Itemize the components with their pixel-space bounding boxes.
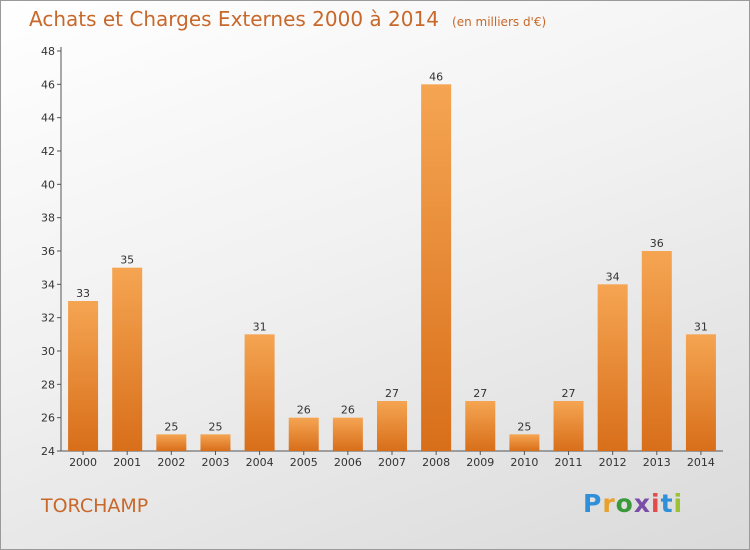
bar-value-label: 27	[385, 387, 399, 400]
bar-value-label: 46	[429, 70, 443, 83]
bar	[288, 417, 319, 451]
x-tick-label: 2004	[246, 456, 274, 469]
bar	[200, 434, 231, 451]
x-tick-label: 2006	[334, 456, 362, 469]
bar-value-label: 26	[297, 404, 311, 417]
bar-value-label: 33	[76, 287, 90, 300]
y-tick-label: 48	[41, 45, 55, 58]
y-tick-label: 30	[41, 345, 55, 358]
bar	[156, 434, 187, 451]
x-tick-label: 2011	[555, 456, 583, 469]
y-tick-label: 46	[41, 78, 55, 91]
y-tick-label: 34	[41, 278, 55, 291]
y-tick-label: 32	[41, 312, 55, 325]
x-tick-label: 2000	[69, 456, 97, 469]
x-tick-label: 2009	[466, 456, 494, 469]
y-tick-label: 44	[41, 112, 55, 125]
bar	[641, 251, 672, 451]
x-tick-label: 2012	[599, 456, 627, 469]
chart-bars: 33 35 25 25 31 26 26 27 46 27 25 27 34 36 31	[68, 70, 716, 451]
bar-value-label: 26	[341, 404, 355, 417]
bar	[553, 401, 584, 451]
bar-value-label: 34	[606, 270, 620, 283]
title-row: Achats et Charges Externes 2000 à 2014 (…	[29, 7, 546, 31]
proxiti-logo[interactable]: Proxiti	[583, 489, 684, 518]
bar-value-label: 31	[694, 320, 708, 333]
bar	[332, 417, 363, 451]
x-tick-label: 2002	[157, 456, 185, 469]
x-tick-label: 2005	[290, 456, 318, 469]
chart-unit: (en milliers d'€)	[452, 15, 547, 29]
y-tick-label: 42	[41, 145, 55, 158]
bar-value-label: 27	[473, 387, 487, 400]
bar	[68, 301, 99, 451]
bar	[685, 334, 716, 451]
bar	[465, 401, 496, 451]
bar-value-label: 25	[517, 420, 531, 433]
bar	[421, 84, 452, 451]
x-tick-label: 2013	[643, 456, 671, 469]
commune-name: TORCHAMP	[41, 495, 149, 517]
bar	[509, 434, 540, 451]
y-tick-label: 36	[41, 245, 55, 258]
x-tick-label: 2007	[378, 456, 406, 469]
bar-value-label: 35	[120, 254, 134, 267]
x-tick-label: 2008	[422, 456, 450, 469]
bar-value-label: 25	[208, 420, 222, 433]
bar	[597, 284, 628, 451]
bar-value-label: 36	[650, 237, 664, 250]
y-tick-label: 24	[41, 445, 55, 458]
chart-title: Achats et Charges Externes 2000 à 2014	[29, 7, 439, 31]
x-tick-label: 2003	[201, 456, 229, 469]
x-tick-label: 2010	[510, 456, 538, 469]
y-tick-label: 40	[41, 178, 55, 191]
chart-axes: 24 26 28 30 32 34 36 38 40 42 44 46 48 2000 2001 2002 20…	[41, 45, 723, 469]
y-tick-label: 28	[41, 378, 55, 391]
x-tick-label: 2014	[687, 456, 715, 469]
x-tick-label: 2001	[113, 456, 141, 469]
y-tick-label: 26	[41, 412, 55, 425]
bar-value-label: 25	[164, 420, 178, 433]
y-tick-label: 38	[41, 212, 55, 225]
bar-value-label: 27	[562, 387, 576, 400]
bar	[112, 267, 143, 451]
bar	[377, 401, 407, 451]
bar	[244, 334, 275, 451]
bar-value-label: 31	[253, 320, 267, 333]
